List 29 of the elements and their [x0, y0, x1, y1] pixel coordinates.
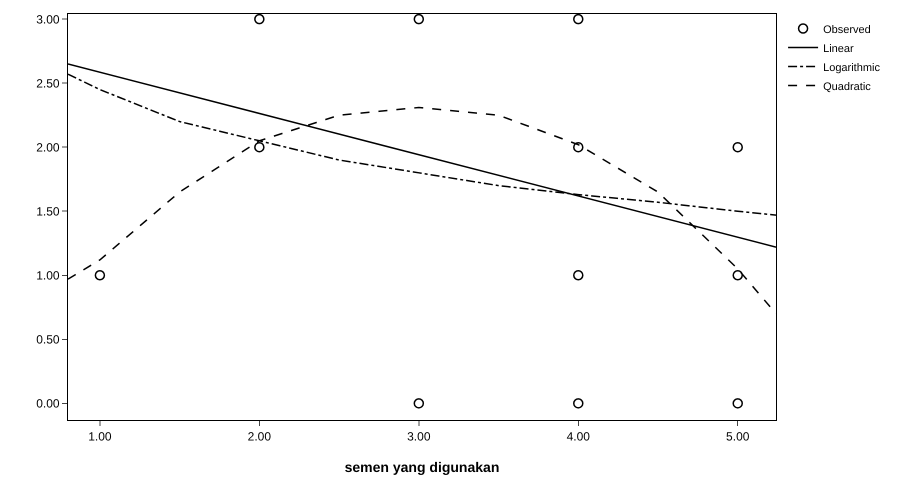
y-tick-label: 2.50: [36, 76, 60, 90]
point: [254, 142, 265, 152]
x-tick-label: 3.00: [407, 429, 431, 444]
x-tick-label: 1.00: [88, 429, 112, 444]
point: [732, 142, 743, 152]
y-tick-label: 3.00: [36, 12, 60, 26]
point: [573, 14, 584, 24]
point: [573, 270, 584, 281]
point: [573, 398, 584, 409]
x-tick-label: 4.00: [566, 429, 590, 444]
y-tick-label: 0.50: [36, 332, 60, 347]
point: [732, 270, 743, 281]
legend-label: Linear: [823, 42, 854, 55]
y-tick-label: 2.00: [36, 140, 60, 154]
point: [414, 14, 424, 24]
point: [254, 14, 265, 24]
point: [94, 270, 106, 281]
y-tick-label: 1.50: [36, 204, 60, 218]
y-tick-label: 0.00: [36, 396, 60, 411]
point: [573, 142, 584, 152]
legend-label: Logarithmic: [823, 62, 880, 74]
x-axis-title: semen yang digunakan: [344, 459, 500, 475]
legend-label: Observed: [823, 24, 871, 36]
x-tick-label: 5.00: [726, 429, 750, 444]
point: [414, 398, 424, 409]
legend-label: Quadratic: [823, 80, 872, 93]
point: [732, 398, 743, 409]
y-tick-label: 1.00: [36, 268, 60, 282]
x-tick-label: 2.00: [248, 429, 272, 444]
